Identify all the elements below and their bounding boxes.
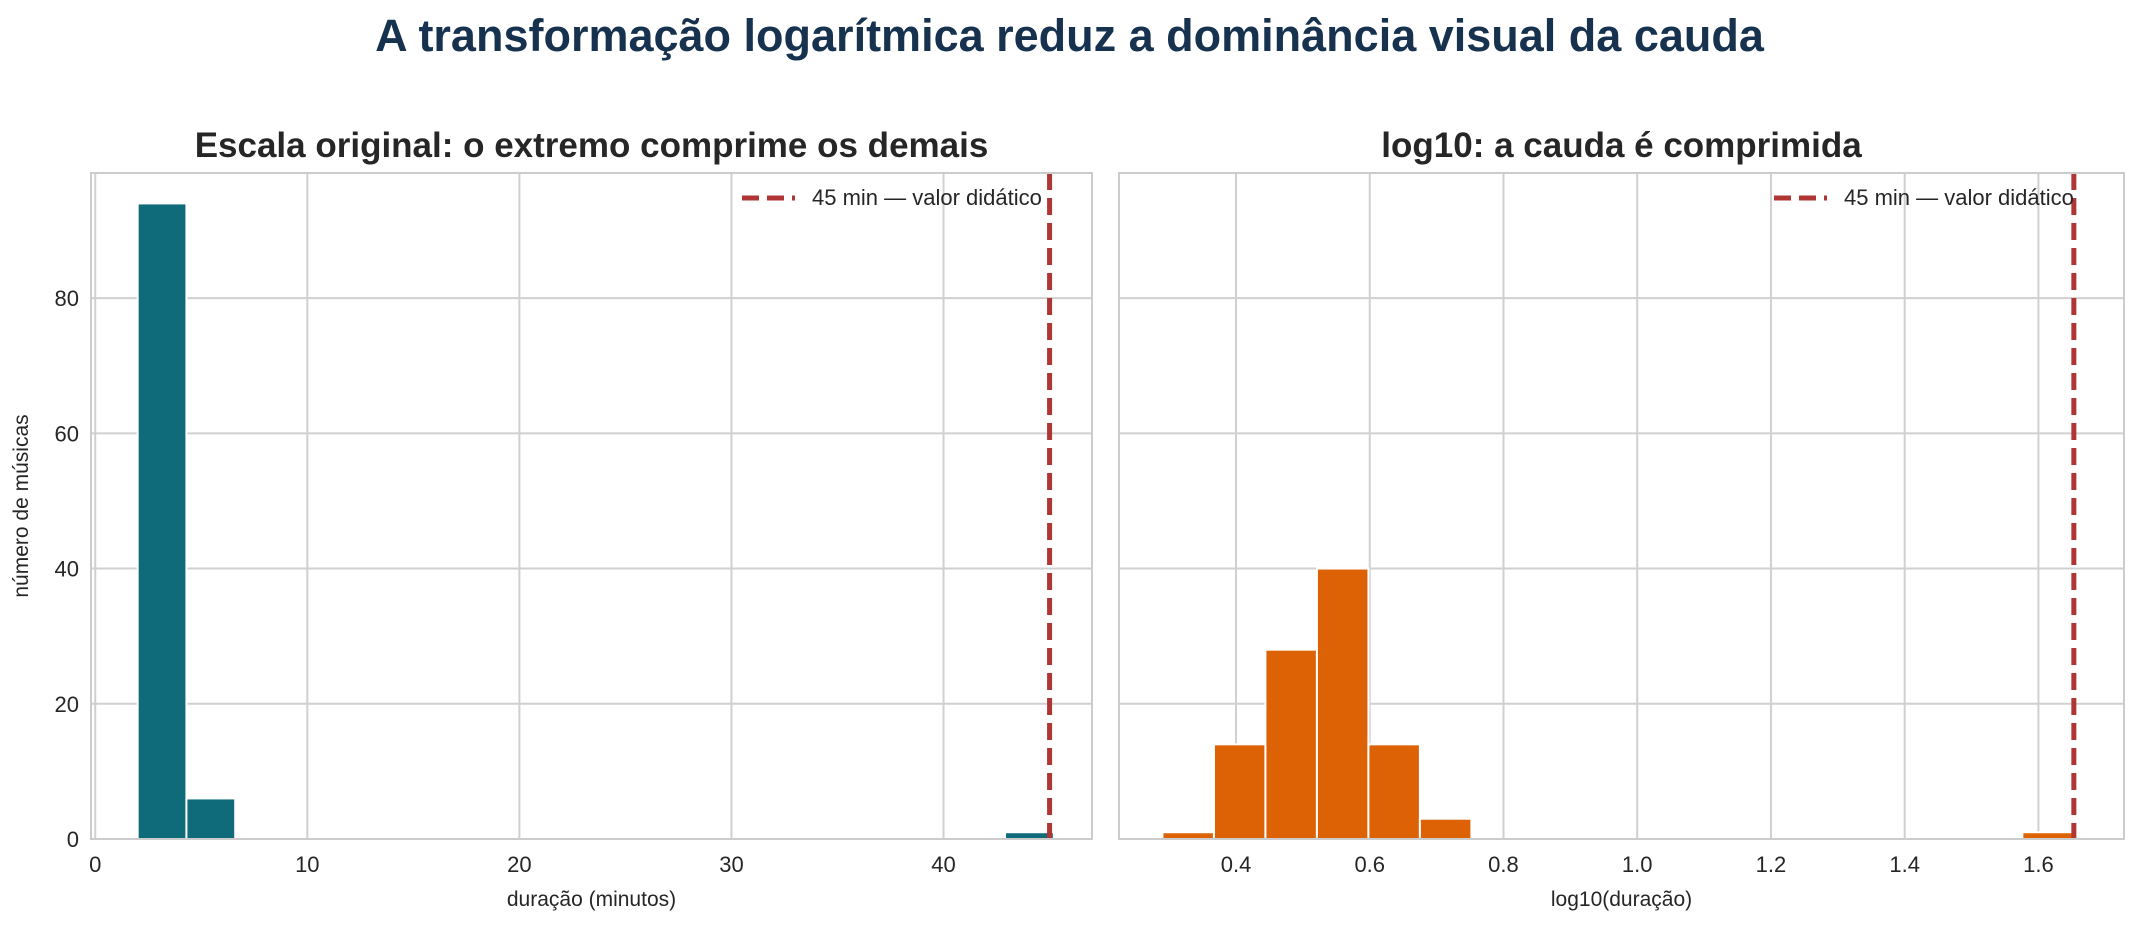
x-axis-label: log10(duração) xyxy=(1551,888,1692,911)
y-tick-label: 80 xyxy=(55,286,79,311)
legend-label: 45 min — valor didático xyxy=(812,185,1042,210)
x-tick-label: 1.0 xyxy=(1622,852,1653,877)
figure-suptitle: A transformação logarítmica reduz a domi… xyxy=(375,10,1764,61)
histogram-bar xyxy=(1367,743,1421,840)
panel-title: log10: a cauda é comprimida xyxy=(1381,126,1862,165)
y-tick-label: 20 xyxy=(55,692,79,717)
histogram-bar xyxy=(2021,831,2075,841)
histogram-bar xyxy=(185,797,237,840)
x-tick-label: 20 xyxy=(507,852,531,877)
axes-frame xyxy=(1118,172,2125,840)
x-tick-label: 1.4 xyxy=(1889,852,1920,877)
histogram-bar xyxy=(1418,817,1473,841)
histogram-bar xyxy=(1264,648,1318,840)
histogram-bar xyxy=(1004,831,1055,841)
histogram-bar xyxy=(1315,567,1370,840)
y-axis-label: número de músicas xyxy=(10,414,33,597)
y-tick-label: 40 xyxy=(55,557,79,582)
histogram-bar xyxy=(136,202,188,840)
histogram-bar xyxy=(1161,831,1215,841)
y-tick-label: 60 xyxy=(55,421,79,446)
left-panel-original-scale: 0 10 20 30 40 0 20 40 60 80 Escala original: o ext… xyxy=(10,126,1093,911)
x-tick-label: 0 xyxy=(89,852,101,877)
x-tick-label: 1.2 xyxy=(1756,852,1787,877)
x-tick-label: 0.4 xyxy=(1221,852,1252,877)
x-tick-label: 10 xyxy=(295,852,319,877)
axes-frame xyxy=(90,172,1093,840)
x-tick-label: 1.6 xyxy=(2023,852,2054,877)
right-panel-log10: 0.4 0.6 0.8 1.0 1.2 1.4 1.6 log10: a cauda é co… xyxy=(1118,126,2125,911)
panel-title: Escala original: o extremo comprime os d… xyxy=(195,126,989,165)
x-tick-label: 0.6 xyxy=(1354,852,1385,877)
histogram-bar xyxy=(1212,743,1267,840)
legend-label: 45 min — valor didático xyxy=(1844,185,2074,210)
x-tick-label: 0.8 xyxy=(1488,852,1519,877)
x-tick-label: 40 xyxy=(931,852,955,877)
x-tick-label: 30 xyxy=(719,852,743,877)
y-tick-label: 0 xyxy=(67,827,79,852)
x-axis-label: duração (minutos) xyxy=(507,888,676,911)
